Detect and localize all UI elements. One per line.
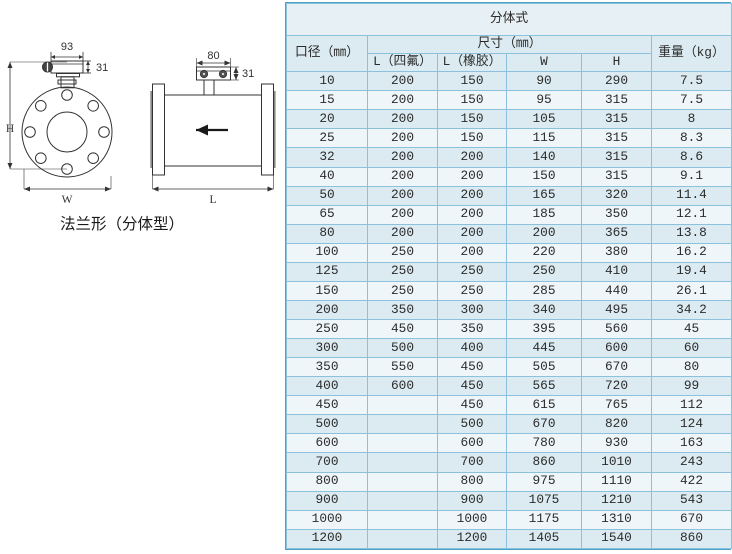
svg-text:93: 93 xyxy=(61,41,73,53)
svg-text:L: L xyxy=(209,194,216,206)
svg-text:W: W xyxy=(62,194,73,206)
svg-text:法兰形（分体型）: 法兰形（分体型） xyxy=(60,212,184,234)
svg-text:31: 31 xyxy=(96,62,108,74)
svg-text:80: 80 xyxy=(207,50,219,62)
svg-text:31: 31 xyxy=(242,68,254,80)
svg-text:H: H xyxy=(6,123,14,135)
